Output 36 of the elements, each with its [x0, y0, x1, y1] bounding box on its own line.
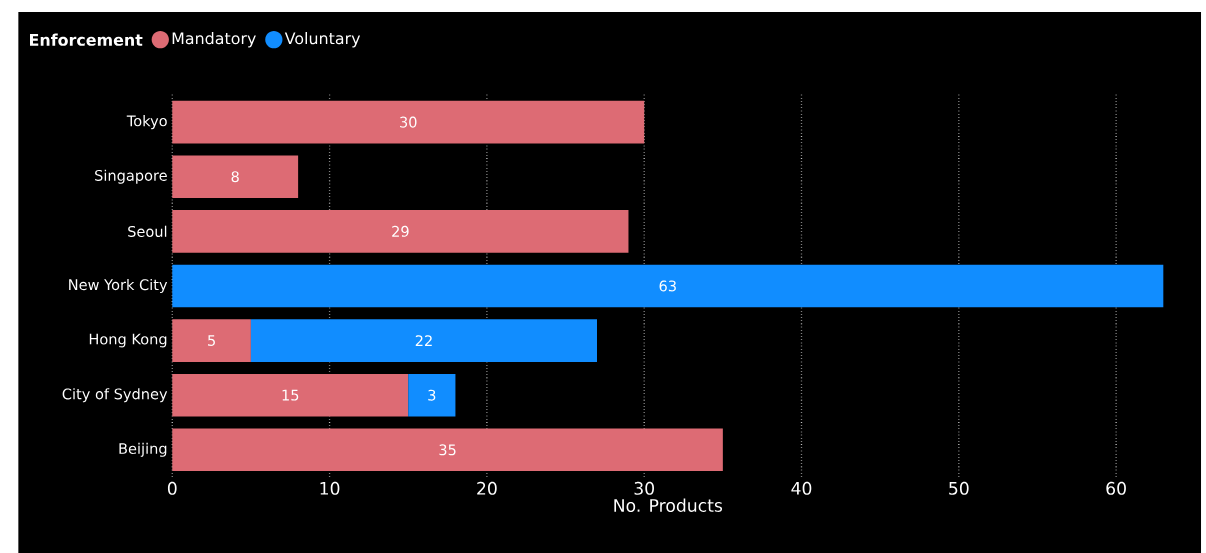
- data-label: 35: [439, 444, 456, 456]
- bar: [172, 155, 299, 198]
- x-tick-label: 30: [634, 481, 654, 495]
- y-tick-label: Seoul: [128, 225, 167, 237]
- bar: [408, 373, 456, 417]
- data-label: 5: [208, 335, 215, 346]
- bar: [172, 100, 645, 144]
- data-label: 8: [231, 171, 239, 183]
- data-label: 29: [392, 225, 409, 237]
- data-label: 22: [415, 335, 432, 346]
- x-tick-label: 60: [1106, 481, 1126, 495]
- bar: [172, 264, 1164, 308]
- x-tick-label: 20: [477, 481, 497, 495]
- y-tick-label: Tokyo: [126, 115, 167, 130]
- y-tick-label: Beijing: [119, 442, 167, 457]
- y-tick-label: City of Sydney: [62, 388, 168, 403]
- data-label: 3: [428, 389, 436, 401]
- x-axis-title: No. Products: [614, 498, 723, 512]
- y-tick-label: Hong Kong: [89, 333, 167, 348]
- data-label: 63: [659, 280, 676, 292]
- legend-label: Voluntary: [284, 31, 361, 48]
- bar: [172, 210, 629, 253]
- legend-label: Mandatory: [172, 31, 256, 48]
- x-tick-label: 40: [791, 481, 812, 495]
- bar: [172, 428, 723, 472]
- legend-title: Enforcement: [30, 33, 143, 46]
- y-tick-label: Singapore: [95, 169, 167, 184]
- x-tick-label: 50: [949, 481, 969, 495]
- data-label: 30: [400, 116, 417, 128]
- bar: [172, 373, 409, 417]
- x-tick-label: 0: [167, 481, 177, 495]
- bar: [250, 319, 597, 362]
- bar: [172, 319, 251, 362]
- y-tick-label: New York City: [69, 278, 168, 293]
- x-tick-label: 10: [320, 481, 340, 495]
- data-label: 15: [282, 389, 299, 401]
